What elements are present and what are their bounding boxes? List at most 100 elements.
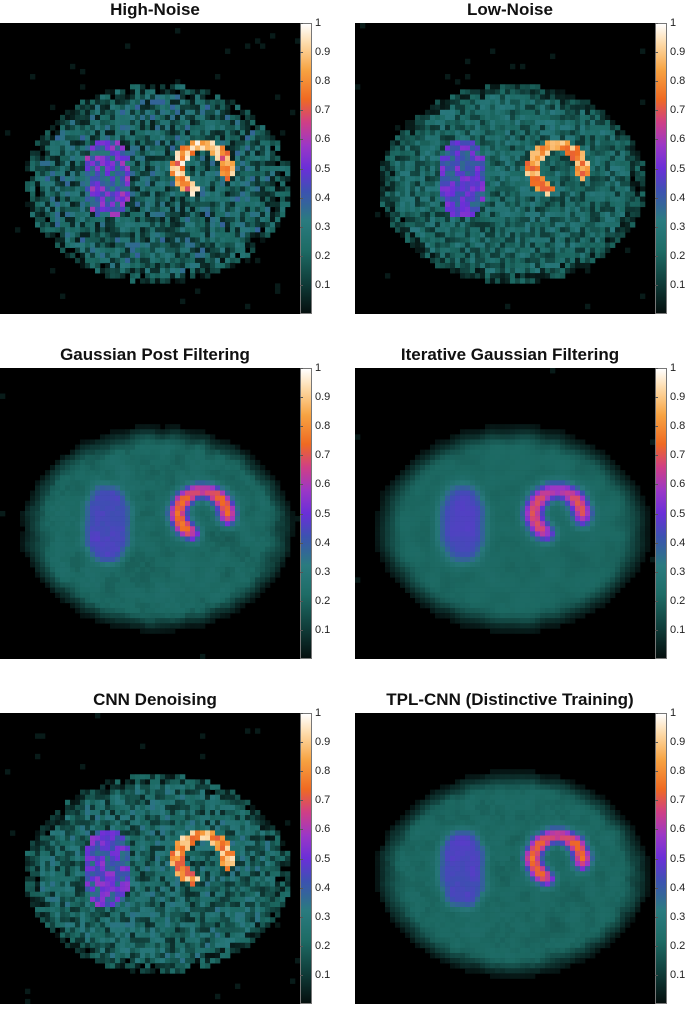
image-pixel <box>100 258 105 263</box>
image-pixel <box>410 176 415 181</box>
image-pixel <box>530 207 535 212</box>
image-pixel <box>55 516 60 521</box>
image-pixel <box>260 166 265 171</box>
image-pixel <box>510 253 515 258</box>
image-pixel <box>545 243 550 248</box>
image-pixel <box>215 161 220 166</box>
image-pixel <box>585 253 590 258</box>
image-pixel <box>470 273 475 278</box>
image-pixel <box>390 217 395 222</box>
image-pixel <box>535 191 540 196</box>
image-pixel <box>65 588 70 593</box>
image-pixel <box>205 110 210 115</box>
image-pixel <box>60 146 65 151</box>
image-pixel <box>540 161 545 166</box>
image-pixel <box>545 110 550 115</box>
image-pixel <box>205 227 210 232</box>
image-pixel <box>95 572 100 577</box>
image-pixel <box>95 212 100 217</box>
image-pixel <box>65 191 70 196</box>
image-pixel <box>420 171 425 176</box>
image-pixel <box>425 140 430 145</box>
image-pixel <box>130 181 135 186</box>
image-pixel <box>115 120 120 125</box>
image-pixel <box>600 232 605 237</box>
image-pixel <box>530 253 535 258</box>
image-pixel <box>160 536 165 541</box>
image-pixel <box>445 105 450 110</box>
image-pixel <box>70 511 75 516</box>
image-pixel <box>35 222 40 227</box>
image-pixel <box>210 115 215 120</box>
image-pixel <box>90 572 95 577</box>
image-pixel <box>210 547 215 552</box>
image-pixel <box>530 197 535 202</box>
image-pixel <box>105 268 110 273</box>
image-pixel <box>520 125 525 130</box>
image-pixel <box>90 135 95 140</box>
image-pixel <box>180 176 185 181</box>
image-pixel <box>200 181 205 186</box>
image-pixel <box>435 222 440 227</box>
image-pixel <box>220 613 225 618</box>
image-pixel <box>90 501 95 506</box>
image-pixel <box>105 603 110 608</box>
image-pixel <box>605 248 610 253</box>
image-pixel <box>155 450 160 455</box>
image-pixel <box>155 434 160 439</box>
image-pixel <box>220 542 225 547</box>
image-pixel <box>250 526 255 531</box>
image-pixel <box>510 156 515 161</box>
image-pixel <box>115 480 120 485</box>
image-pixel <box>125 485 130 490</box>
image-pixel <box>80 455 85 460</box>
image-pixel <box>440 207 445 212</box>
image-pixel <box>180 455 185 460</box>
image-pixel <box>410 140 415 145</box>
image-pixel <box>55 501 60 506</box>
image-pixel <box>75 542 80 547</box>
image-pixel <box>540 125 545 130</box>
image-pixel <box>160 232 165 237</box>
image-pixel <box>130 603 135 608</box>
image-pixel <box>590 151 595 156</box>
image-pixel <box>200 166 205 171</box>
image-pixel <box>200 191 205 196</box>
image-pixel <box>455 176 460 181</box>
image-pixel <box>65 491 70 496</box>
image-pixel <box>225 455 230 460</box>
image-pixel <box>90 536 95 541</box>
image-pixel <box>70 186 75 191</box>
image-pixel <box>390 202 395 207</box>
image-pixel <box>210 506 215 511</box>
image-pixel <box>410 212 415 217</box>
image-pixel <box>160 248 165 253</box>
image-pixel <box>205 181 210 186</box>
image-pixel <box>205 100 210 105</box>
image-pixel <box>70 526 75 531</box>
image-pixel <box>150 186 155 191</box>
image-pixel <box>165 232 170 237</box>
image-pixel <box>260 480 265 485</box>
image-pixel <box>115 542 120 547</box>
image-pixel <box>235 552 240 557</box>
image-pixel <box>120 470 125 475</box>
image-pixel <box>75 207 80 212</box>
image-pixel <box>95 465 100 470</box>
image-pixel <box>515 125 520 130</box>
image-pixel <box>580 212 585 217</box>
image-pixel <box>635 151 640 156</box>
image-pixel <box>420 151 425 156</box>
image-pixel <box>115 227 120 232</box>
image-pixel <box>455 243 460 248</box>
image-pixel <box>165 547 170 552</box>
image-pixel <box>250 521 255 526</box>
image-pixel <box>540 110 545 115</box>
colorbar-tick-label: 0.2 <box>670 251 685 262</box>
image-pixel <box>505 110 510 115</box>
image-pixel <box>105 125 110 130</box>
image-pixel <box>160 120 165 125</box>
image-pixel <box>110 181 115 186</box>
image-pixel <box>95 110 100 115</box>
image-pixel <box>510 273 515 278</box>
